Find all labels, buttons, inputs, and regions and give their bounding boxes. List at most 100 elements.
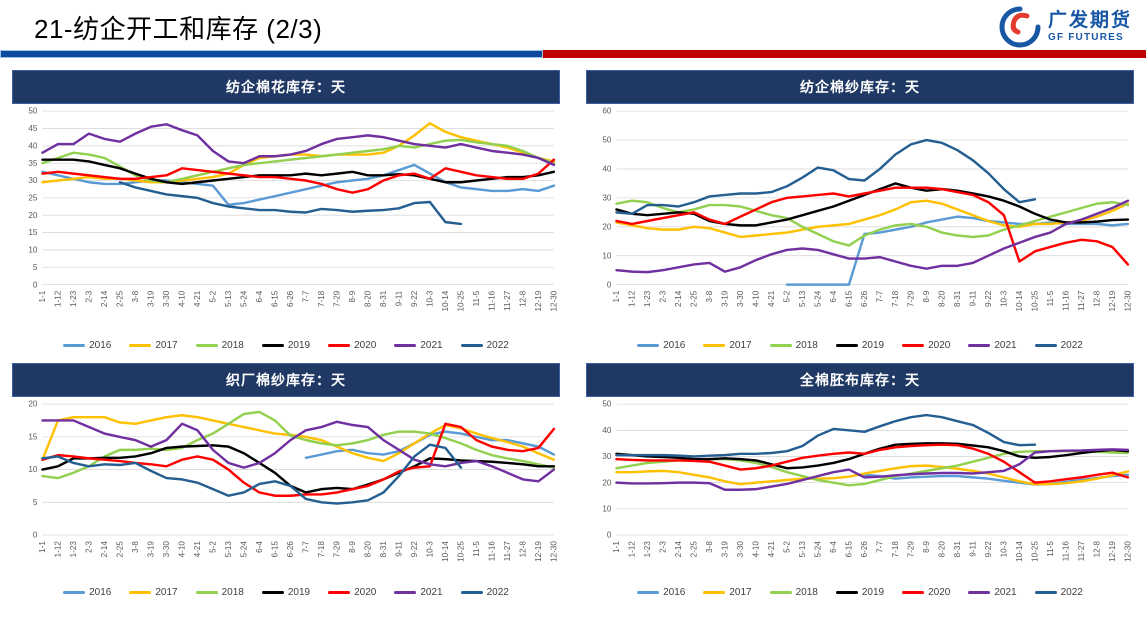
gf-futures-logo: 广发期货 GF FUTURES — [999, 6, 1132, 48]
svg-text:3-30: 3-30 — [736, 290, 745, 307]
svg-text:25: 25 — [28, 194, 38, 203]
svg-text:7-7: 7-7 — [302, 541, 311, 553]
svg-text:7-29: 7-29 — [333, 541, 342, 558]
legend-label: 2021 — [994, 587, 1017, 599]
legend-item-2018: 2018 — [769, 587, 818, 598]
legend-label: 2017 — [729, 587, 752, 599]
line-chart-yarn-inventory-weavers: 0 5 10 15 20 1-1 1-12 1-23 2-3 2-14 2-25 3-8 3-19 3-3… — [12, 397, 560, 586]
chart-title: 纺企棉纱库存：天 — [586, 70, 1134, 104]
svg-text:35: 35 — [28, 159, 38, 168]
svg-text:5: 5 — [33, 498, 38, 507]
svg-text:3-30: 3-30 — [162, 541, 171, 558]
svg-text:40: 40 — [28, 141, 38, 150]
svg-text:11-5: 11-5 — [1046, 290, 1055, 306]
legend-label: 2019 — [861, 340, 885, 352]
svg-text:6-26: 6-26 — [286, 290, 295, 307]
svg-text:4-10: 4-10 — [178, 541, 187, 558]
svg-text:9-22: 9-22 — [984, 290, 993, 307]
svg-text:1-1: 1-1 — [612, 290, 621, 302]
legend-item-2016: 2016 — [63, 587, 111, 598]
svg-text:1-23: 1-23 — [69, 541, 78, 558]
svg-text:1-1: 1-1 — [612, 541, 621, 553]
svg-text:11-27: 11-27 — [1077, 541, 1086, 562]
svg-text:2-25: 2-25 — [116, 541, 125, 558]
svg-text:10-25: 10-25 — [457, 541, 466, 562]
legend-line-swatch — [703, 344, 726, 348]
legend-label: 2018 — [795, 340, 818, 352]
svg-text:6-15: 6-15 — [271, 541, 280, 558]
panel-yarn-inventory-weavers: 织厂棉纱库存：天 0 5 10 15 20 1-1 1-12 1-23 2-3 2-14 2-25 3… — [12, 363, 560, 598]
legend-item-2020: 2020 — [328, 340, 376, 351]
divider-blue-segment — [0, 50, 544, 58]
svg-text:8-9: 8-9 — [922, 541, 931, 553]
svg-text:5-2: 5-2 — [783, 290, 792, 302]
svg-text:8-31: 8-31 — [379, 541, 388, 558]
divider-red-segment — [543, 50, 1146, 58]
svg-text:8-9: 8-9 — [922, 290, 931, 302]
svg-text:3-19: 3-19 — [721, 290, 730, 307]
legend-line-swatch — [328, 344, 351, 348]
svg-text:1-12: 1-12 — [628, 290, 637, 307]
svg-text:9-11: 9-11 — [395, 290, 404, 306]
svg-text:1-12: 1-12 — [54, 290, 63, 307]
legend-item-2021: 2021 — [968, 340, 1017, 351]
svg-text:11-16: 11-16 — [488, 541, 497, 562]
svg-text:4-10: 4-10 — [752, 290, 761, 307]
chart-legend: 2016 2017 2018 2019 2020 2021 2022 — [12, 587, 560, 598]
legend-label: 2016 — [89, 587, 112, 599]
svg-text:30: 30 — [28, 176, 38, 185]
legend-item-2020: 2020 — [328, 587, 376, 598]
svg-text:12-19: 12-19 — [534, 541, 543, 562]
svg-text:0: 0 — [607, 531, 612, 540]
svg-text:0: 0 — [33, 531, 38, 540]
svg-text:12-19: 12-19 — [1108, 290, 1117, 311]
svg-text:8-9: 8-9 — [348, 541, 357, 553]
legend-label: 2019 — [861, 587, 885, 599]
legend-item-2017: 2017 — [129, 340, 178, 352]
svg-text:20: 20 — [602, 222, 612, 231]
svg-text:3-30: 3-30 — [736, 541, 745, 558]
svg-text:4-21: 4-21 — [767, 290, 776, 307]
legend-item-2016: 2016 — [63, 340, 111, 351]
svg-text:10-14: 10-14 — [1015, 541, 1024, 562]
legend-item-2021: 2021 — [394, 340, 443, 351]
legend-line-swatch — [1034, 344, 1057, 348]
svg-text:7-29: 7-29 — [907, 290, 916, 307]
svg-text:2-25: 2-25 — [116, 290, 125, 307]
svg-text:0: 0 — [607, 280, 612, 289]
svg-text:3-8: 3-8 — [705, 290, 714, 302]
svg-text:8-20: 8-20 — [364, 290, 373, 307]
logo-name-cn: 广发期货 — [1047, 10, 1132, 31]
legend-item-2018: 2018 — [195, 587, 244, 598]
legend-label: 2019 — [287, 587, 311, 599]
svg-text:7-18: 7-18 — [891, 290, 900, 307]
svg-text:10-25: 10-25 — [1031, 290, 1040, 311]
legend-label: 2017 — [155, 340, 178, 352]
svg-text:10-3: 10-3 — [1000, 290, 1009, 307]
legend-line-swatch — [637, 344, 660, 348]
legend-line-swatch — [460, 344, 483, 348]
svg-text:2-3: 2-3 — [659, 541, 668, 553]
svg-text:1-1: 1-1 — [38, 541, 47, 553]
svg-text:10-25: 10-25 — [1031, 541, 1040, 562]
legend-line-swatch — [63, 344, 86, 348]
svg-text:10: 10 — [602, 251, 612, 260]
svg-text:6-15: 6-15 — [845, 290, 854, 307]
svg-text:5-24: 5-24 — [240, 541, 249, 558]
svg-text:2-14: 2-14 — [100, 541, 109, 558]
legend-line-swatch — [902, 344, 925, 348]
svg-text:10: 10 — [602, 505, 612, 514]
legend-item-2022: 2022 — [460, 587, 509, 598]
svg-text:45: 45 — [28, 124, 38, 133]
chart-legend: 2016 2017 2018 2019 2020 2021 2022 — [12, 340, 560, 351]
svg-text:6-15: 6-15 — [271, 290, 280, 307]
legend-line-swatch — [261, 344, 284, 348]
svg-text:5-2: 5-2 — [209, 290, 218, 302]
legend-line-swatch — [968, 591, 991, 595]
svg-text:5-2: 5-2 — [783, 541, 792, 553]
svg-text:9-22: 9-22 — [410, 290, 419, 307]
chart-title: 纺企棉花库存：天 — [12, 70, 560, 104]
svg-text:12-8: 12-8 — [519, 290, 528, 307]
legend-line-swatch — [129, 344, 152, 348]
svg-text:8-31: 8-31 — [379, 290, 388, 307]
